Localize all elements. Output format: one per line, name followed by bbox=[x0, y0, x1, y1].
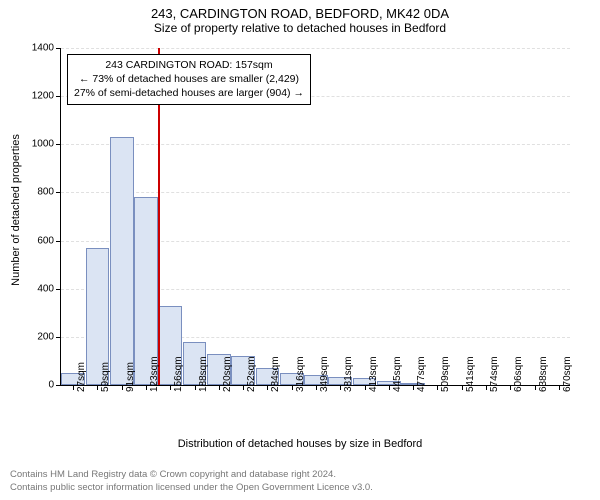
grid-line bbox=[61, 144, 570, 145]
y-tick-label: 0 bbox=[14, 380, 54, 391]
x-tick bbox=[122, 385, 123, 390]
histogram-bar bbox=[110, 137, 134, 385]
x-tick bbox=[219, 385, 220, 390]
x-tick bbox=[437, 385, 438, 390]
chart-plot-area: 243 CARDINGTON ROAD: 157sqm ← 73% of det… bbox=[60, 48, 570, 386]
x-tick-label: 316sqm bbox=[295, 356, 306, 392]
y-tick-label: 400 bbox=[14, 283, 54, 294]
y-tick-label: 1000 bbox=[14, 139, 54, 150]
footer-text: Contains HM Land Registry data © Crown c… bbox=[10, 469, 373, 494]
y-tick-label: 600 bbox=[14, 235, 54, 246]
footer-line1: Contains HM Land Registry data © Crown c… bbox=[10, 469, 336, 480]
x-tick-label: 252sqm bbox=[246, 356, 257, 392]
x-axis-title: Distribution of detached houses by size … bbox=[0, 438, 600, 450]
x-tick-label: 638sqm bbox=[538, 356, 549, 392]
y-tick-label: 200 bbox=[14, 331, 54, 342]
annotation-line1: 243 CARDINGTON ROAD: 157sqm bbox=[105, 59, 272, 71]
x-tick-label: 413sqm bbox=[368, 356, 379, 392]
x-tick-label: 188sqm bbox=[198, 356, 209, 392]
y-tick bbox=[56, 289, 61, 290]
x-tick bbox=[267, 385, 268, 390]
x-tick bbox=[292, 385, 293, 390]
chart-container: 243, CARDINGTON ROAD, BEDFORD, MK42 0DA … bbox=[0, 0, 600, 500]
y-tick bbox=[56, 192, 61, 193]
x-tick bbox=[195, 385, 196, 390]
y-tick bbox=[56, 241, 61, 242]
x-tick bbox=[316, 385, 317, 390]
x-tick-label: 349sqm bbox=[319, 356, 330, 392]
y-tick bbox=[56, 337, 61, 338]
x-tick bbox=[97, 385, 98, 390]
x-tick bbox=[413, 385, 414, 390]
x-tick bbox=[73, 385, 74, 390]
x-tick bbox=[340, 385, 341, 390]
x-tick-label: 670sqm bbox=[562, 356, 573, 392]
y-tick bbox=[56, 144, 61, 145]
x-tick bbox=[146, 385, 147, 390]
annotation-line2: ← 73% of detached houses are smaller (2,… bbox=[79, 73, 299, 85]
x-tick-label: 445sqm bbox=[392, 356, 403, 392]
x-tick bbox=[462, 385, 463, 390]
x-tick bbox=[486, 385, 487, 390]
annotation-line3: 27% of semi-detached houses are larger (… bbox=[74, 87, 304, 99]
x-tick-label: 381sqm bbox=[343, 356, 354, 392]
grid-line bbox=[61, 48, 570, 49]
x-tick-label: 606sqm bbox=[513, 356, 524, 392]
x-tick-label: 27sqm bbox=[76, 362, 87, 392]
page-title: 243, CARDINGTON ROAD, BEDFORD, MK42 0DA bbox=[0, 0, 600, 21]
x-tick bbox=[170, 385, 171, 390]
footer-line2: Contains public sector information licen… bbox=[10, 482, 373, 493]
x-tick-label: 284sqm bbox=[270, 356, 281, 392]
x-tick-label: 574sqm bbox=[489, 356, 500, 392]
x-tick-label: 59sqm bbox=[100, 362, 111, 392]
x-tick-label: 156sqm bbox=[173, 356, 184, 392]
annotation-box: 243 CARDINGTON ROAD: 157sqm ← 73% of det… bbox=[67, 54, 311, 105]
x-tick-label: 91sqm bbox=[125, 362, 136, 392]
x-tick-label: 477sqm bbox=[416, 356, 427, 392]
y-tick bbox=[56, 385, 61, 386]
x-tick-label: 541sqm bbox=[465, 356, 476, 392]
x-tick bbox=[243, 385, 244, 390]
x-tick bbox=[389, 385, 390, 390]
y-tick bbox=[56, 48, 61, 49]
y-tick bbox=[56, 96, 61, 97]
y-tick-label: 800 bbox=[14, 187, 54, 198]
x-tick bbox=[365, 385, 366, 390]
grid-line bbox=[61, 192, 570, 193]
y-tick-label: 1200 bbox=[14, 91, 54, 102]
x-tick-label: 220sqm bbox=[222, 356, 233, 392]
x-tick-label: 509sqm bbox=[440, 356, 451, 392]
page-subtitle: Size of property relative to detached ho… bbox=[0, 21, 600, 39]
x-tick bbox=[510, 385, 511, 390]
x-tick-label: 123sqm bbox=[149, 356, 160, 392]
y-axis-title: Number of detached properties bbox=[10, 134, 22, 286]
x-tick bbox=[535, 385, 536, 390]
y-tick-label: 1400 bbox=[14, 43, 54, 54]
x-tick bbox=[559, 385, 560, 390]
